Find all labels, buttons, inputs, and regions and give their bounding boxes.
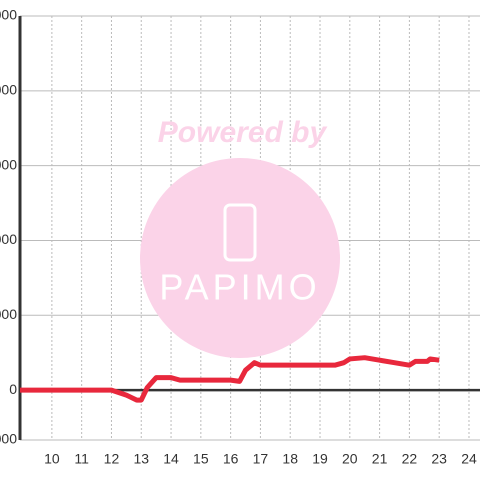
x-tick-label: 15	[193, 451, 209, 467]
watermark-title: Powered by	[158, 116, 328, 149]
x-tick-label: 12	[104, 451, 120, 467]
x-tick-label: 10	[44, 451, 60, 467]
x-tick-label: 22	[402, 451, 418, 467]
x-tick-label: 23	[431, 451, 447, 467]
x-tick-label: 13	[133, 451, 149, 467]
watermark-brand: PAPIMO	[159, 267, 320, 308]
watermark-icon	[223, 203, 257, 262]
x-tick-label: 20	[342, 451, 358, 467]
y-tick-label: 0	[9, 381, 17, 397]
x-tick-label: 24	[461, 451, 477, 467]
watermark: Powered by PAPIMO	[140, 116, 340, 358]
line	[20, 355, 440, 403]
watermark-circle	[140, 158, 340, 358]
y-tick-label: 30,000	[0, 306, 17, 322]
y-tick-label: 90,000	[0, 156, 17, 172]
x-tick-label: 19	[312, 451, 328, 467]
y-tick-label: 60,000	[0, 231, 17, 247]
x-tick-label: 16	[223, 451, 239, 467]
x-tick-label: 11	[74, 451, 89, 467]
y-tick-label: 120,000	[0, 82, 17, 98]
x-tick-label: 18	[282, 451, 298, 467]
x-tick-label: 21	[372, 451, 388, 467]
x-tick-label: 17	[253, 451, 269, 467]
y-tick-label: 150,000	[0, 7, 17, 23]
x-tick-label: 14	[163, 451, 179, 467]
y-tick-label: -20,000	[0, 431, 17, 447]
